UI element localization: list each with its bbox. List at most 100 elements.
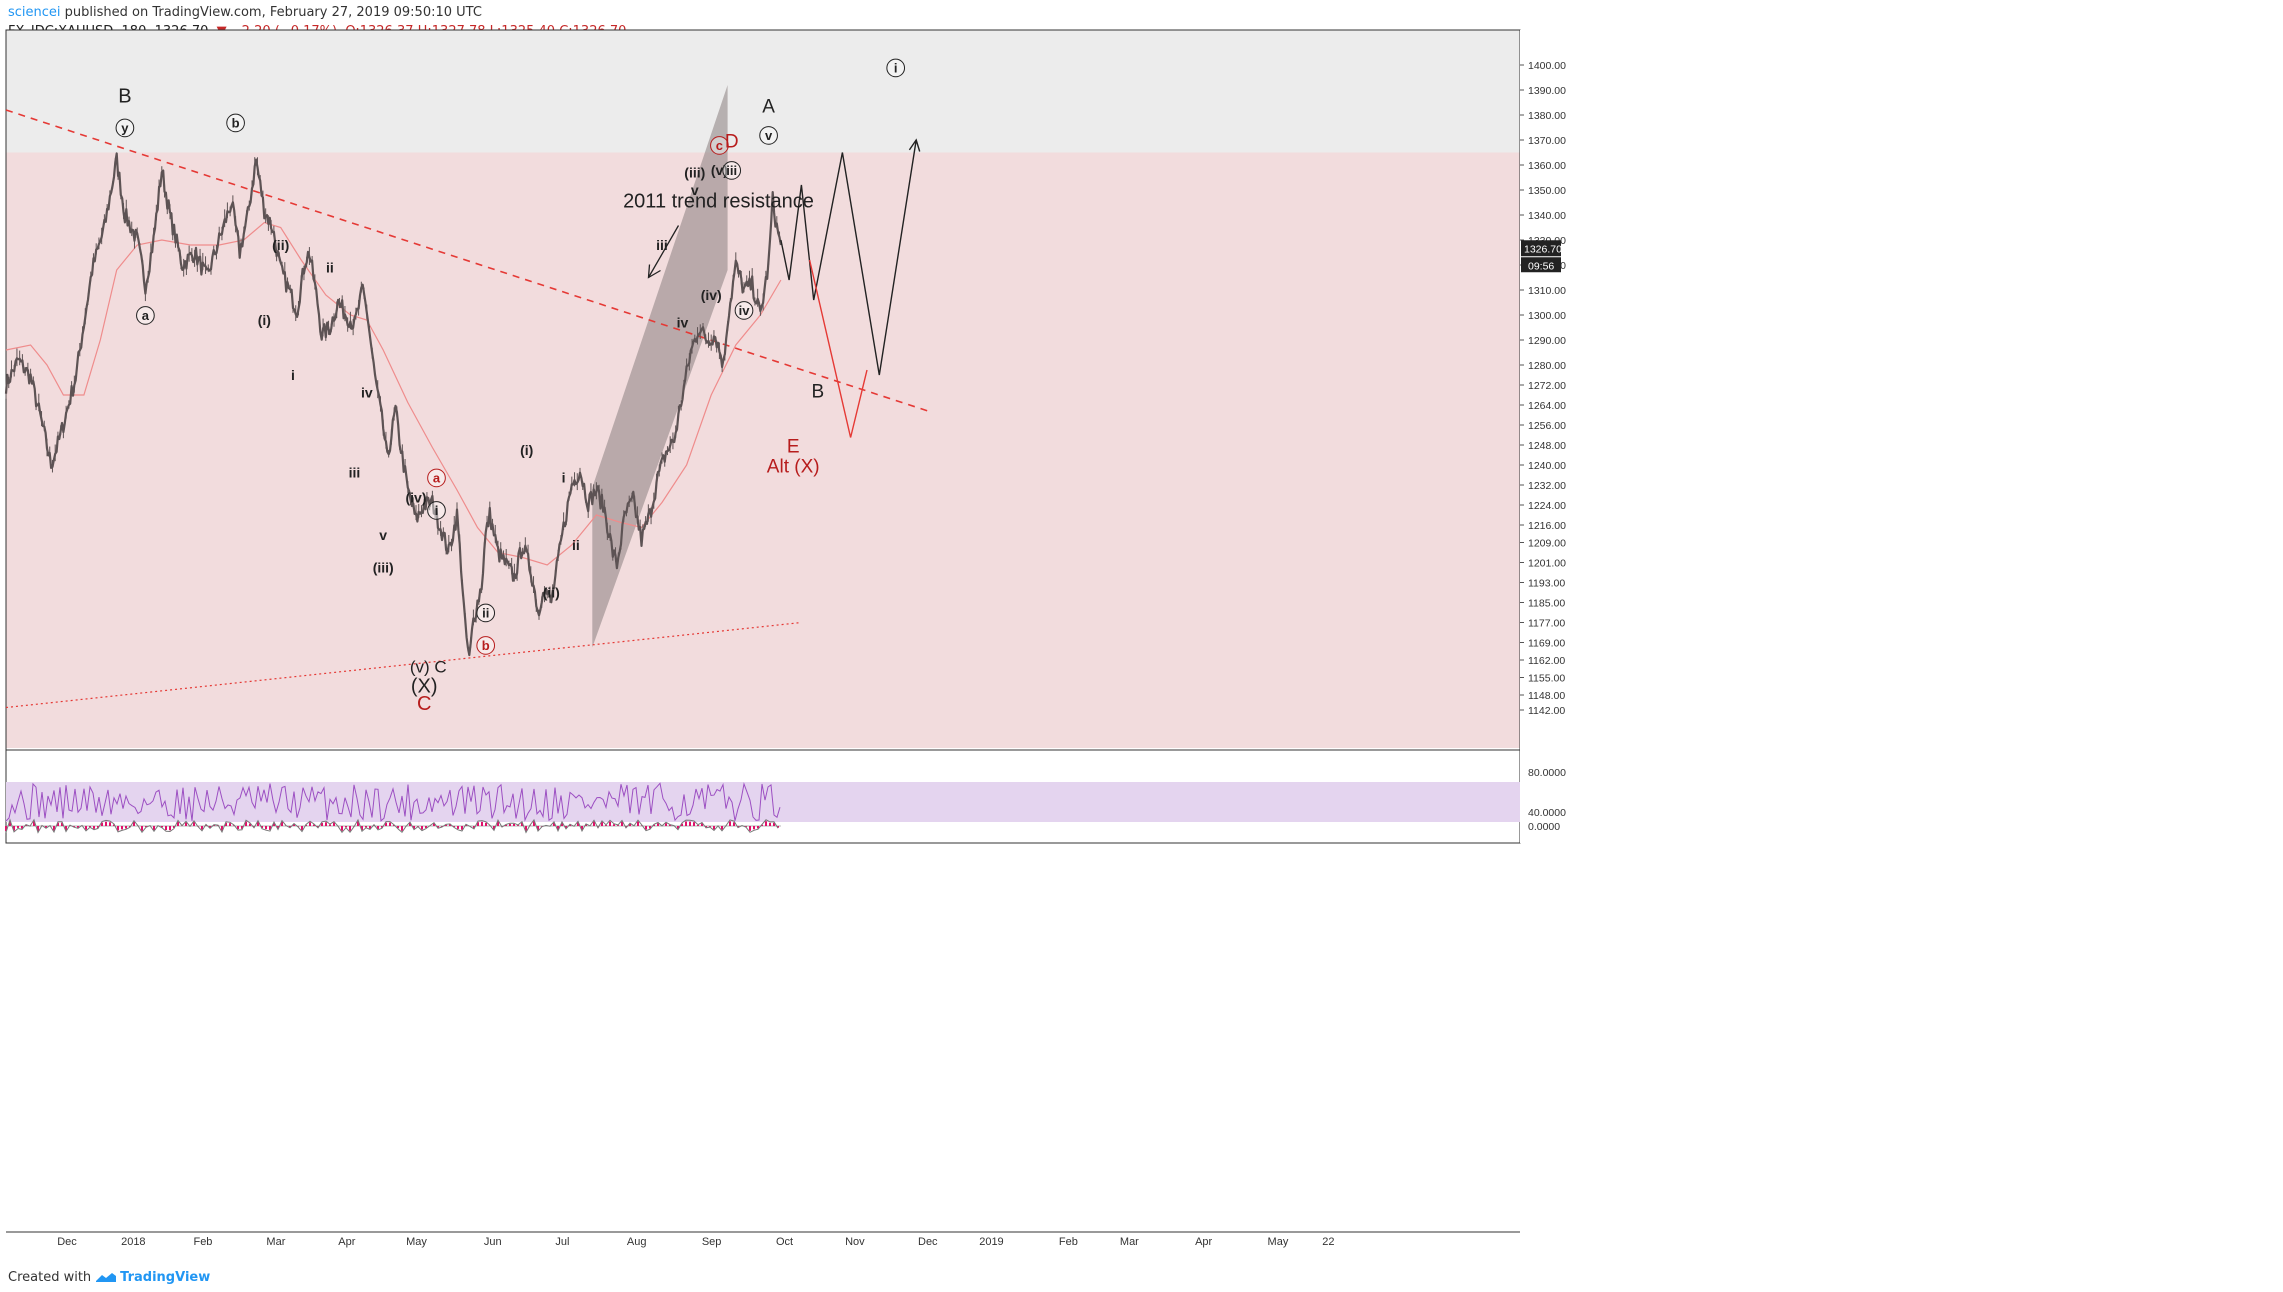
price-tick-label: 1209.00 bbox=[1528, 538, 1566, 550]
time-tick-label: Jul bbox=[555, 1236, 569, 1248]
wave-label: ii bbox=[572, 537, 580, 553]
price-tick-label: 1162.00 bbox=[1528, 655, 1565, 667]
wave-label-circle bbox=[476, 636, 496, 655]
price-tick-label: 1232.00 bbox=[1528, 480, 1566, 492]
price-tick-label: 1169.00 bbox=[1528, 638, 1565, 650]
time-tick-label: Oct bbox=[776, 1236, 793, 1248]
time-tick-label: 2019 bbox=[979, 1236, 1003, 1248]
wave-label-circle bbox=[734, 301, 754, 320]
price-tick-label: 1280.00 bbox=[1528, 360, 1566, 372]
rsi-pane: 80.0000 40.0000 bbox=[5, 767, 1566, 822]
price-tick-label: 1390.00 bbox=[1528, 85, 1566, 97]
wave-label-circle bbox=[427, 501, 446, 520]
price-tick-label: 1185.00 bbox=[1528, 598, 1565, 610]
lower-support-line bbox=[5, 621, 802, 709]
price-tick-label: 1380.00 bbox=[1528, 110, 1566, 122]
created-with: Created with TradingView bbox=[8, 1270, 210, 1285]
wave-label: (v) C bbox=[410, 658, 447, 677]
wave-label: ii bbox=[482, 606, 489, 621]
time-tick-label: 22 bbox=[1322, 1236, 1334, 1248]
wave-label: b bbox=[482, 638, 490, 653]
price-tick-label: 1350.00 bbox=[1528, 185, 1566, 197]
time-axis: Dec 2018 Feb Mar Apr May Jun Jul Aug Sep Oct Nov Dec… bbox=[6, 1231, 1520, 1248]
wave-label: C bbox=[417, 693, 431, 715]
countdown-tag bbox=[1521, 257, 1561, 273]
wave-label: ii bbox=[326, 260, 334, 276]
wave-label: v bbox=[691, 182, 699, 198]
alternate-projection-path bbox=[808, 259, 868, 438]
annotation-arrowhead bbox=[647, 264, 661, 279]
price-tick-label: 1177.00 bbox=[1528, 618, 1565, 630]
projection-arrowhead bbox=[908, 138, 921, 152]
wave-label: y bbox=[121, 121, 129, 136]
wave-label-circle bbox=[226, 113, 245, 133]
rsi-tick-label: 80.0000 bbox=[1528, 767, 1566, 779]
last-price-tag-label: 1326.70 bbox=[1524, 243, 1562, 255]
price-tick-label: 1310.00 bbox=[1528, 285, 1566, 297]
wave-channel bbox=[592, 85, 728, 648]
publish-info: sciencei published on TradingView.com, F… bbox=[8, 5, 482, 20]
projection-paths bbox=[780, 138, 921, 438]
last-price-tag bbox=[1521, 240, 1561, 257]
price-axis: 1400.00 1390.00 1380.00 1370.00 1360.00 1350.… bbox=[1520, 30, 1566, 843]
macd-tick-label: 0.0000 bbox=[1528, 821, 1560, 833]
price-tick-label: 1155.00 bbox=[1528, 673, 1565, 685]
wave-label: i bbox=[894, 61, 898, 76]
price-tick-label: 1216.00 bbox=[1528, 520, 1566, 532]
primary-projection-path bbox=[780, 139, 917, 376]
rsi-tick-label: 40.0000 bbox=[1528, 807, 1566, 819]
price-tick-label: 1240.00 bbox=[1528, 460, 1566, 472]
wave-label: (iv) bbox=[406, 490, 427, 506]
time-tick-label: Dec bbox=[918, 1236, 938, 1248]
wave-label: A bbox=[762, 97, 775, 118]
chart-footer: Created with TradingView bbox=[0, 1262, 2283, 1292]
price-tick-label: 1340.00 bbox=[1528, 210, 1566, 222]
wave-label: (ii) bbox=[543, 585, 560, 601]
author-link[interactable]: sciencei bbox=[8, 5, 61, 20]
price-tick-label: 1142.00 bbox=[1528, 705, 1565, 717]
price-line bbox=[4, 152, 782, 657]
wave-label: (X) bbox=[411, 676, 438, 698]
time-tick-label: 2018 bbox=[121, 1236, 145, 1248]
wave-label-circle bbox=[476, 603, 496, 623]
wave-label: iii bbox=[726, 163, 737, 178]
price-tick-label: 1300.00 bbox=[1528, 310, 1566, 322]
annotation-text: 2011 trend resistance bbox=[623, 191, 814, 213]
time-tick-label: Aug bbox=[627, 1236, 647, 1248]
published-text: published on TradingView.com, February 2… bbox=[60, 5, 482, 20]
macd-pane: 0.0000 bbox=[5, 818, 1560, 834]
tradingview-brand[interactable]: TradingView bbox=[120, 1270, 211, 1285]
time-tick-label: Nov bbox=[845, 1236, 865, 1248]
time-tick-label: Dec bbox=[57, 1236, 77, 1248]
wave-label: b bbox=[232, 116, 240, 131]
time-tick-label: May bbox=[1268, 1236, 1289, 1248]
time-tick-label: Mar bbox=[1120, 1236, 1139, 1248]
wave-label: (iv) bbox=[701, 287, 722, 303]
countdown-tag-label: 09:56 bbox=[1528, 260, 1554, 272]
wave-label-circle bbox=[722, 161, 742, 180]
price-series bbox=[4, 152, 782, 657]
trend-resistance-line bbox=[5, 109, 933, 414]
price-tick-label: 1193.00 bbox=[1528, 578, 1565, 590]
price-zones bbox=[6, 30, 1520, 750]
wave-label: E bbox=[787, 437, 800, 458]
time-tick-label: Feb bbox=[1059, 1236, 1078, 1248]
wave-label: iv bbox=[361, 385, 373, 401]
price-axis-bg bbox=[1520, 30, 1560, 843]
time-tick-label: Feb bbox=[193, 1236, 212, 1248]
price-tick-label: 1272.00 bbox=[1528, 380, 1566, 392]
wave-label: a bbox=[142, 308, 150, 323]
wave-label: iv bbox=[739, 303, 751, 318]
price-tick-label: 1360.00 bbox=[1528, 160, 1566, 172]
time-tick-label: Sep bbox=[702, 1236, 722, 1248]
wave-label: v bbox=[765, 128, 773, 143]
time-tick-label: Mar bbox=[266, 1236, 285, 1248]
wave-label-circle bbox=[886, 58, 906, 78]
wave-label-circle bbox=[759, 126, 778, 145]
wave-label: iii bbox=[349, 465, 361, 481]
rsi-line bbox=[5, 782, 781, 822]
price-tick-label: 1248.00 bbox=[1528, 440, 1566, 452]
wave-label: D bbox=[725, 132, 739, 153]
